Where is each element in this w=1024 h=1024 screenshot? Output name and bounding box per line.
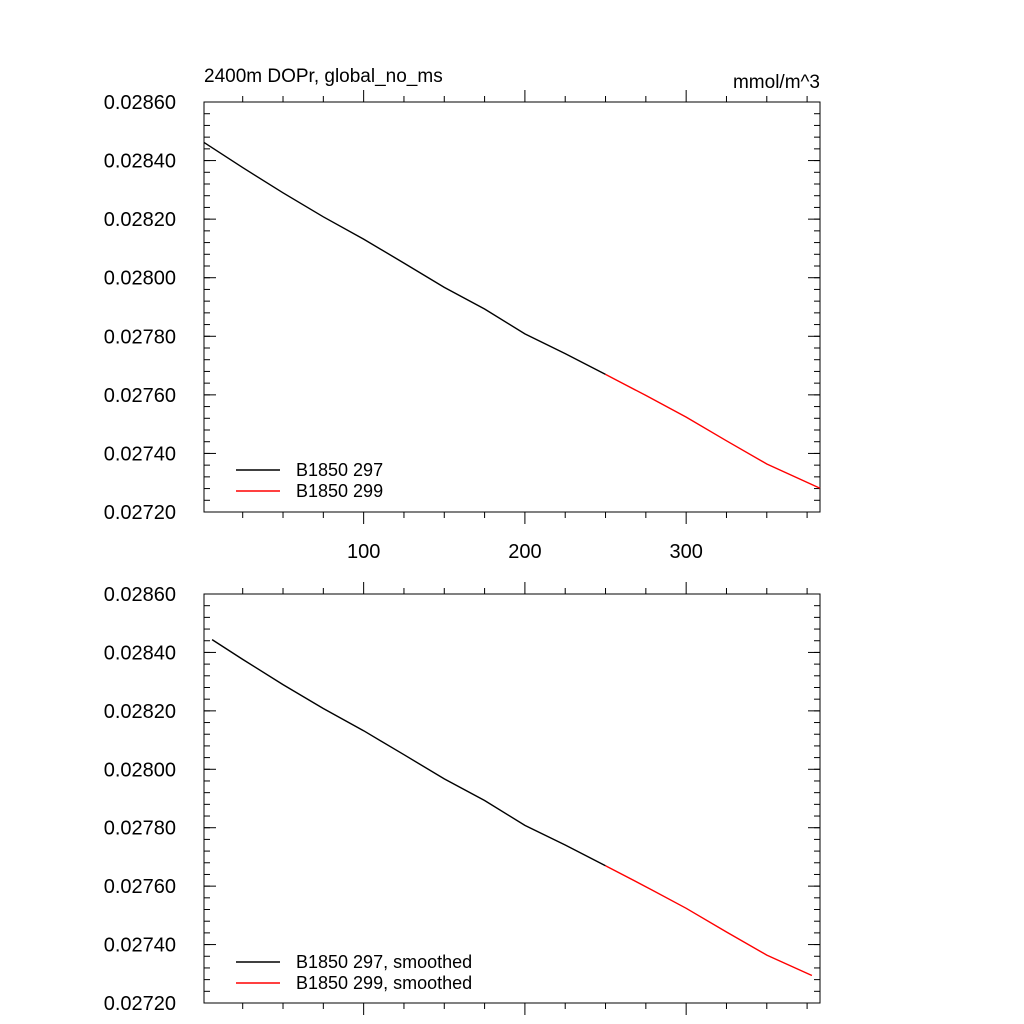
series-line-299 — [605, 373, 821, 489]
y-tick-label: 0.02800 — [104, 268, 176, 290]
y-tick-label: 0.02800 — [104, 759, 176, 781]
y-tick-label: 0.02860 — [104, 584, 176, 606]
x-tick-label: 200 — [508, 541, 541, 563]
y-tick-label: 0.02740 — [104, 935, 176, 957]
y-tick-label: 0.02820 — [104, 209, 176, 231]
y-tick-label: 0.02840 — [104, 642, 176, 664]
bottom-plot-area: 0.02720 0.02740 0.02760 0.02780 0.02800 0.028… — [104, 582, 821, 1015]
bottom-panel: 0.02720 0.02740 0.02760 0.02780 0.02800 0.028… — [104, 582, 821, 1015]
legend-label: B1850 299, smoothed — [296, 973, 472, 993]
x-tick-label: 300 — [669, 541, 702, 563]
y-tick-label: 0.02780 — [104, 326, 176, 348]
plot-frame — [203, 101, 821, 513]
legend-label: B1850 299 — [296, 481, 383, 501]
y-tick-label: 0.02760 — [104, 876, 176, 898]
legend-label: B1850 297 — [296, 460, 383, 480]
top-panel-units: mmol/m^3 — [733, 72, 820, 93]
top-panel-title: 2400m DOPr, global_no_ms — [204, 66, 443, 87]
y-tick-label: 0.02820 — [104, 701, 176, 723]
y-tick-label: 0.02760 — [104, 385, 176, 407]
plot-frame — [203, 593, 821, 1004]
series-line-297 — [203, 141, 606, 376]
y-tick-label: 0.02860 — [104, 92, 176, 114]
legend-label: B1850 297, smoothed — [296, 952, 472, 972]
top-panel: 2400m DOPr, global_no_ms mmol/m^3 0.0272… — [104, 66, 821, 563]
top-plot-area: 0.02720 0.02740 0.02760 0.02780 0.02800 0.028… — [104, 90, 821, 563]
y-tick-label: 0.02840 — [104, 151, 176, 173]
y-tick-label: 0.02720 — [104, 993, 176, 1015]
y-tick-label: 0.02780 — [104, 818, 176, 840]
y-tick-label: 0.02740 — [104, 443, 176, 465]
series-line-299 — [605, 865, 813, 977]
x-tick-label: 100 — [347, 541, 380, 563]
series-line-297 — [211, 639, 606, 867]
y-tick-label: 0.02720 — [104, 502, 176, 524]
